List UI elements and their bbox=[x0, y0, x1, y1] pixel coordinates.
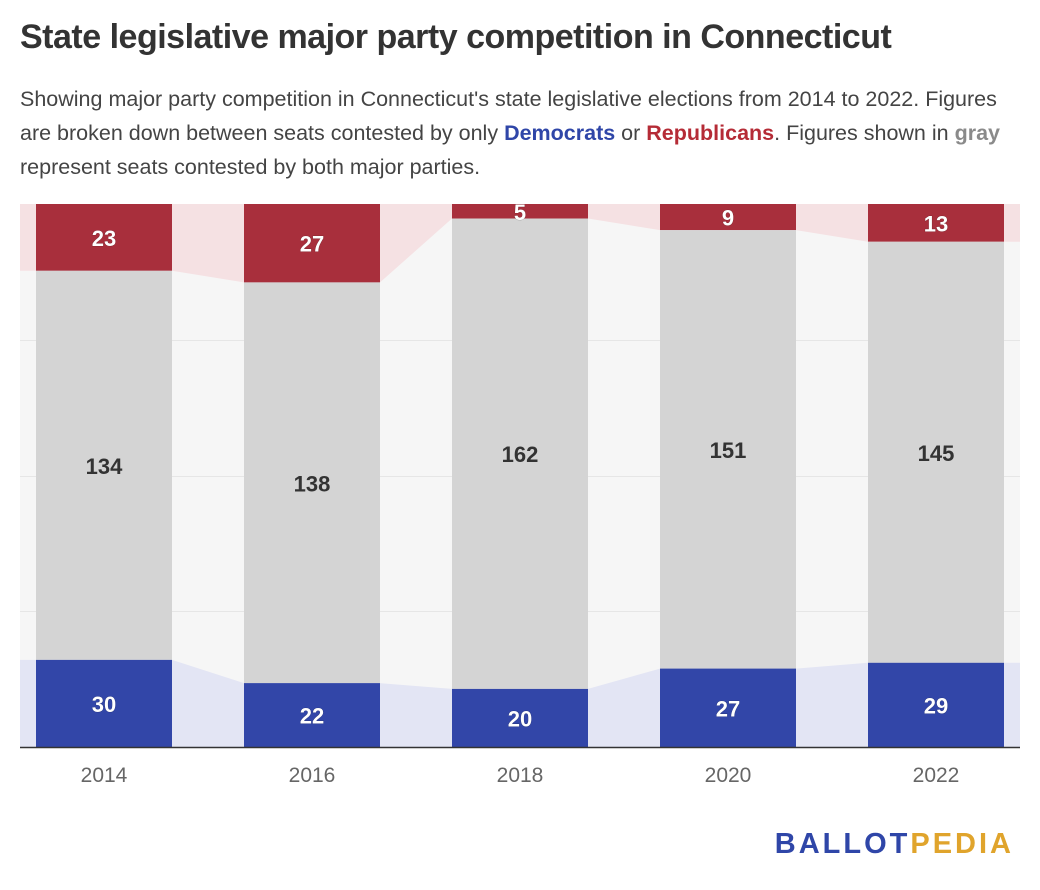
label-republicans-2022: 13 bbox=[924, 211, 948, 236]
bar-republicans-2018 bbox=[452, 204, 588, 219]
bar-democrats-2016 bbox=[244, 683, 380, 747]
bar-both-2020 bbox=[660, 230, 796, 669]
subtitle-democrats: Democrats bbox=[504, 121, 616, 145]
bar-democrats-2018 bbox=[452, 688, 588, 747]
bar-republicans-2014 bbox=[36, 204, 172, 271]
label-both-2014: 134 bbox=[86, 454, 123, 479]
logo-pedia: PEDIA bbox=[910, 828, 1014, 860]
label-republicans-2014: 23 bbox=[92, 226, 116, 251]
subtitle-republicans: Republicans bbox=[646, 121, 775, 145]
bar-republicans-2016 bbox=[244, 204, 380, 283]
subtitle-gray: gray bbox=[954, 121, 1000, 145]
label-both-2016: 138 bbox=[294, 471, 331, 496]
logo-ballot: BALLOT bbox=[774, 828, 911, 860]
label-republicans-2018: 5 bbox=[514, 200, 526, 225]
bar-both-2014 bbox=[36, 270, 172, 660]
label-democrats-2018: 20 bbox=[508, 706, 532, 731]
bar-republicans-2020 bbox=[660, 204, 796, 231]
bar-democrats-2022 bbox=[868, 662, 1004, 747]
bar-both-2018 bbox=[452, 218, 588, 689]
bar-both-2022 bbox=[868, 241, 1004, 663]
x-tick-2018: 2018 bbox=[497, 764, 544, 787]
bar-both-2016 bbox=[244, 282, 380, 684]
chart-title: State legislative major party competitio… bbox=[20, 18, 892, 56]
subtitle-text-3: . Figures shown in bbox=[774, 121, 955, 145]
label-democrats-2014: 30 bbox=[92, 692, 116, 717]
x-tick-2016: 2016 bbox=[289, 764, 336, 787]
x-tick-2014: 2014 bbox=[81, 764, 128, 787]
label-both-2022: 145 bbox=[918, 441, 955, 466]
bar-republicans-2022 bbox=[868, 204, 1004, 242]
label-both-2018: 162 bbox=[502, 442, 539, 467]
label-republicans-2020: 9 bbox=[722, 206, 734, 231]
chart-subtitle: Showing major party competition in Conne… bbox=[20, 82, 1020, 184]
label-democrats-2022: 29 bbox=[924, 693, 948, 718]
bar-democrats-2014 bbox=[36, 659, 172, 747]
label-both-2020: 151 bbox=[710, 438, 747, 463]
x-tick-2020: 2020 bbox=[705, 764, 752, 787]
label-democrats-2020: 27 bbox=[716, 696, 740, 721]
label-democrats-2016: 22 bbox=[300, 704, 324, 729]
label-republicans-2016: 27 bbox=[300, 232, 324, 257]
x-tick-2022: 2022 bbox=[913, 764, 960, 787]
subtitle-text-1: Showing major party competition in Conne… bbox=[20, 87, 997, 145]
bar-democrats-2020 bbox=[660, 668, 796, 747]
ballotpedia-logo: BALLOTPEDIA bbox=[775, 828, 1014, 861]
subtitle-text-2: or bbox=[615, 121, 647, 145]
subtitle-text-4: represent seats contested by both major … bbox=[20, 155, 481, 179]
